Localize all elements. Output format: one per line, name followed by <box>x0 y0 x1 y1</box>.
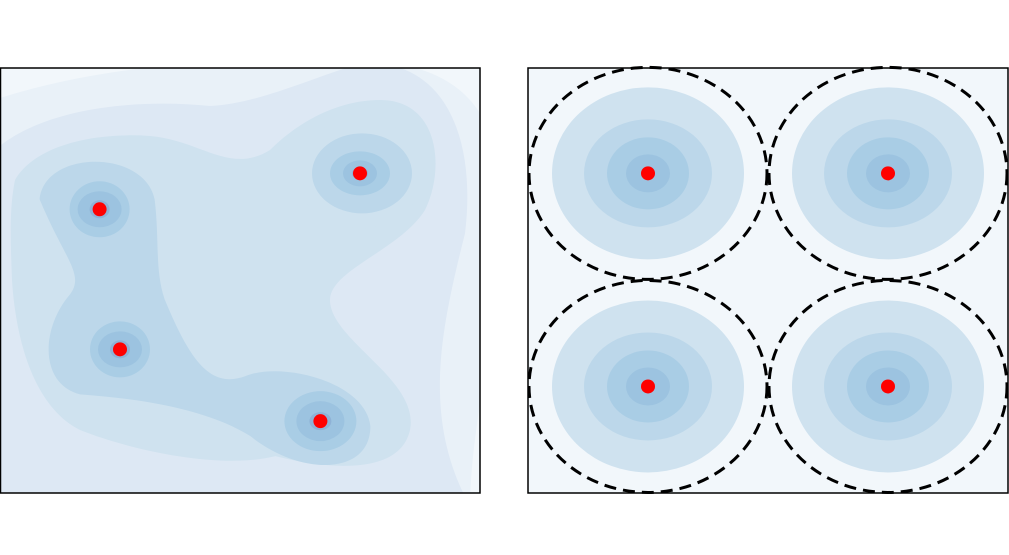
right-point-4 <box>881 379 895 394</box>
left-points <box>92 166 367 429</box>
left-density-contours <box>0 68 480 493</box>
right-boundary-2 <box>767 65 1009 281</box>
right-point-1 <box>641 166 655 181</box>
left-point-2 <box>113 342 127 357</box>
right-point-3 <box>641 379 655 394</box>
left-point-4 <box>313 414 328 429</box>
right-panel-frame <box>527 67 1009 494</box>
left-panel-frame <box>0 67 481 494</box>
left-panel <box>0 67 481 494</box>
right-points <box>641 166 895 394</box>
left-point-3 <box>353 166 367 181</box>
left-point-1 <box>92 202 107 217</box>
right-point-2 <box>881 166 895 181</box>
right-boundary-1 <box>527 65 769 281</box>
right-panel <box>527 65 1009 494</box>
left-contour-level-4 <box>39 161 371 466</box>
